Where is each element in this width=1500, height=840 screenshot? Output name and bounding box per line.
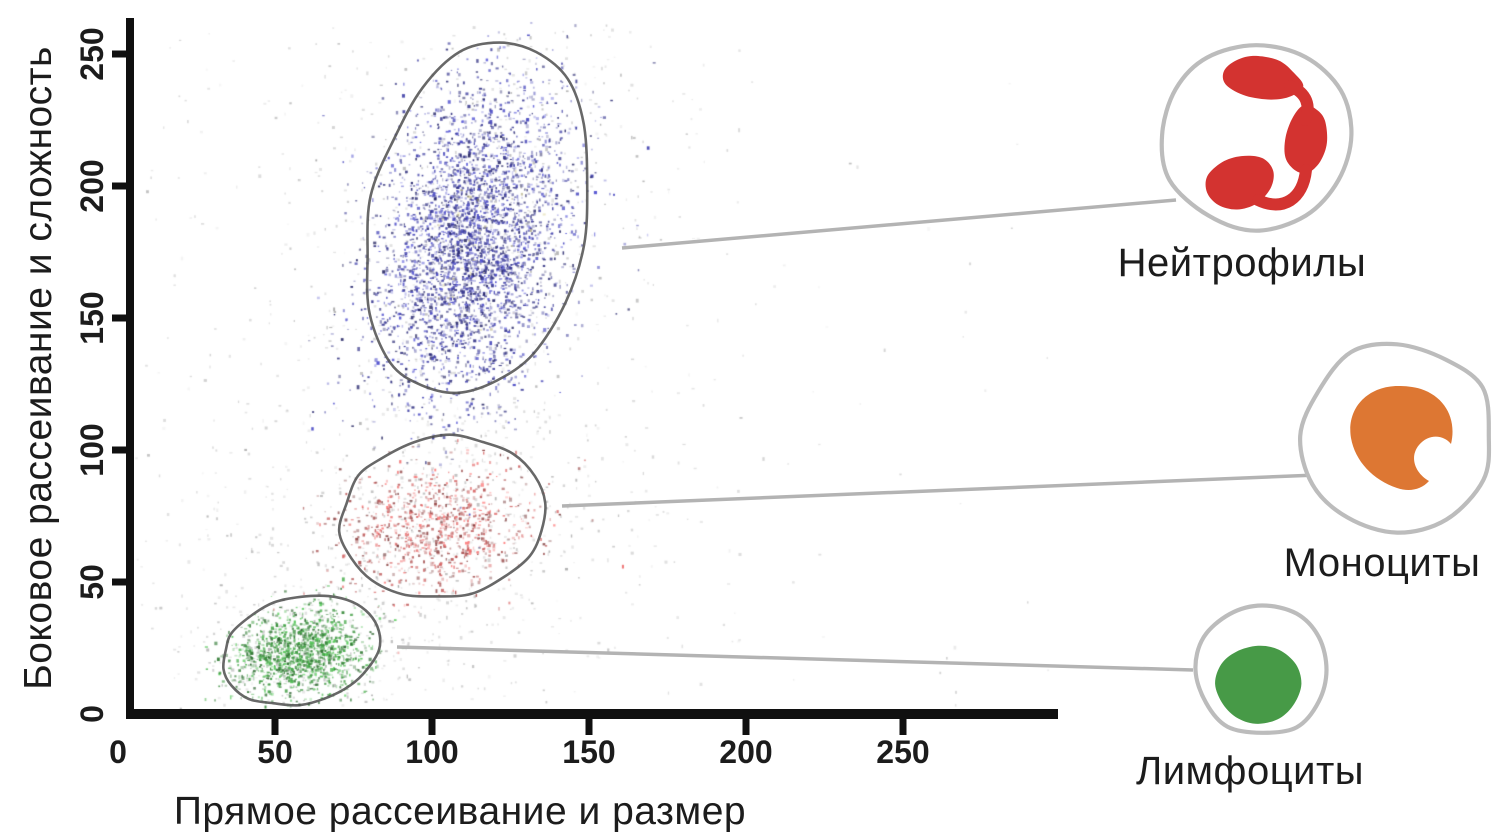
nucleus-bridge — [1252, 164, 1312, 211]
x-tick-label: 250 — [876, 734, 929, 770]
cell-label-Моноциты: Моноциты — [1284, 541, 1481, 585]
y-tick-label: 0 — [74, 705, 110, 723]
axes — [112, 18, 1058, 735]
connector-lines — [396, 198, 1318, 672]
x-tick-label: 100 — [405, 734, 458, 770]
y-tick-label: 200 — [74, 159, 110, 212]
y-tick-label: 100 — [74, 423, 110, 476]
cell-labels: Нейтрофилы Моноциты Лимфоциты — [1118, 241, 1481, 793]
y-tick-label: 250 — [74, 27, 110, 80]
nucleus-kidney — [1350, 386, 1453, 490]
connector-line-Нейтрофилы — [621, 198, 1177, 250]
tick-labels: 0 50 100 150 200 250 0 50 100 150 200 250 — [74, 27, 930, 770]
cell-Нейтрофилы — [1159, 43, 1354, 233]
cell-Моноциты — [1298, 341, 1492, 535]
connector-line-Лимфоциты — [396, 645, 1194, 672]
cluster-gates — [221, 41, 589, 707]
cell-label-Нейтрофилы: Нейтрофилы — [1118, 241, 1367, 285]
y-axis-label: Боковое рассеивание и сложность — [17, 46, 60, 690]
nucleus-lobe — [1222, 55, 1304, 100]
gate-Лимфоциты — [221, 594, 382, 707]
gate-Нейтрофилы — [365, 41, 589, 395]
x-tick-label: 150 — [562, 734, 615, 770]
nucleus-bridge — [1284, 80, 1314, 126]
gate-Моноциты — [337, 433, 547, 598]
cell-Лимфоциты — [1193, 603, 1329, 735]
nucleus-round — [1215, 645, 1302, 724]
cell-illustrations — [1159, 43, 1492, 735]
x-tick-label: 200 — [719, 734, 772, 770]
y-tick-label: 50 — [74, 564, 110, 600]
x-tick-label: 50 — [257, 734, 293, 770]
cell-label-Лимфоциты: Лимфоциты — [1136, 749, 1364, 793]
x-axis-label: Прямое рассеивание и размер — [174, 790, 746, 833]
connector-line-Моноциты — [561, 473, 1318, 508]
nucleus-lobe — [1284, 104, 1328, 174]
x-tick-label: 0 — [109, 734, 127, 770]
y-tick-label: 150 — [74, 291, 110, 344]
